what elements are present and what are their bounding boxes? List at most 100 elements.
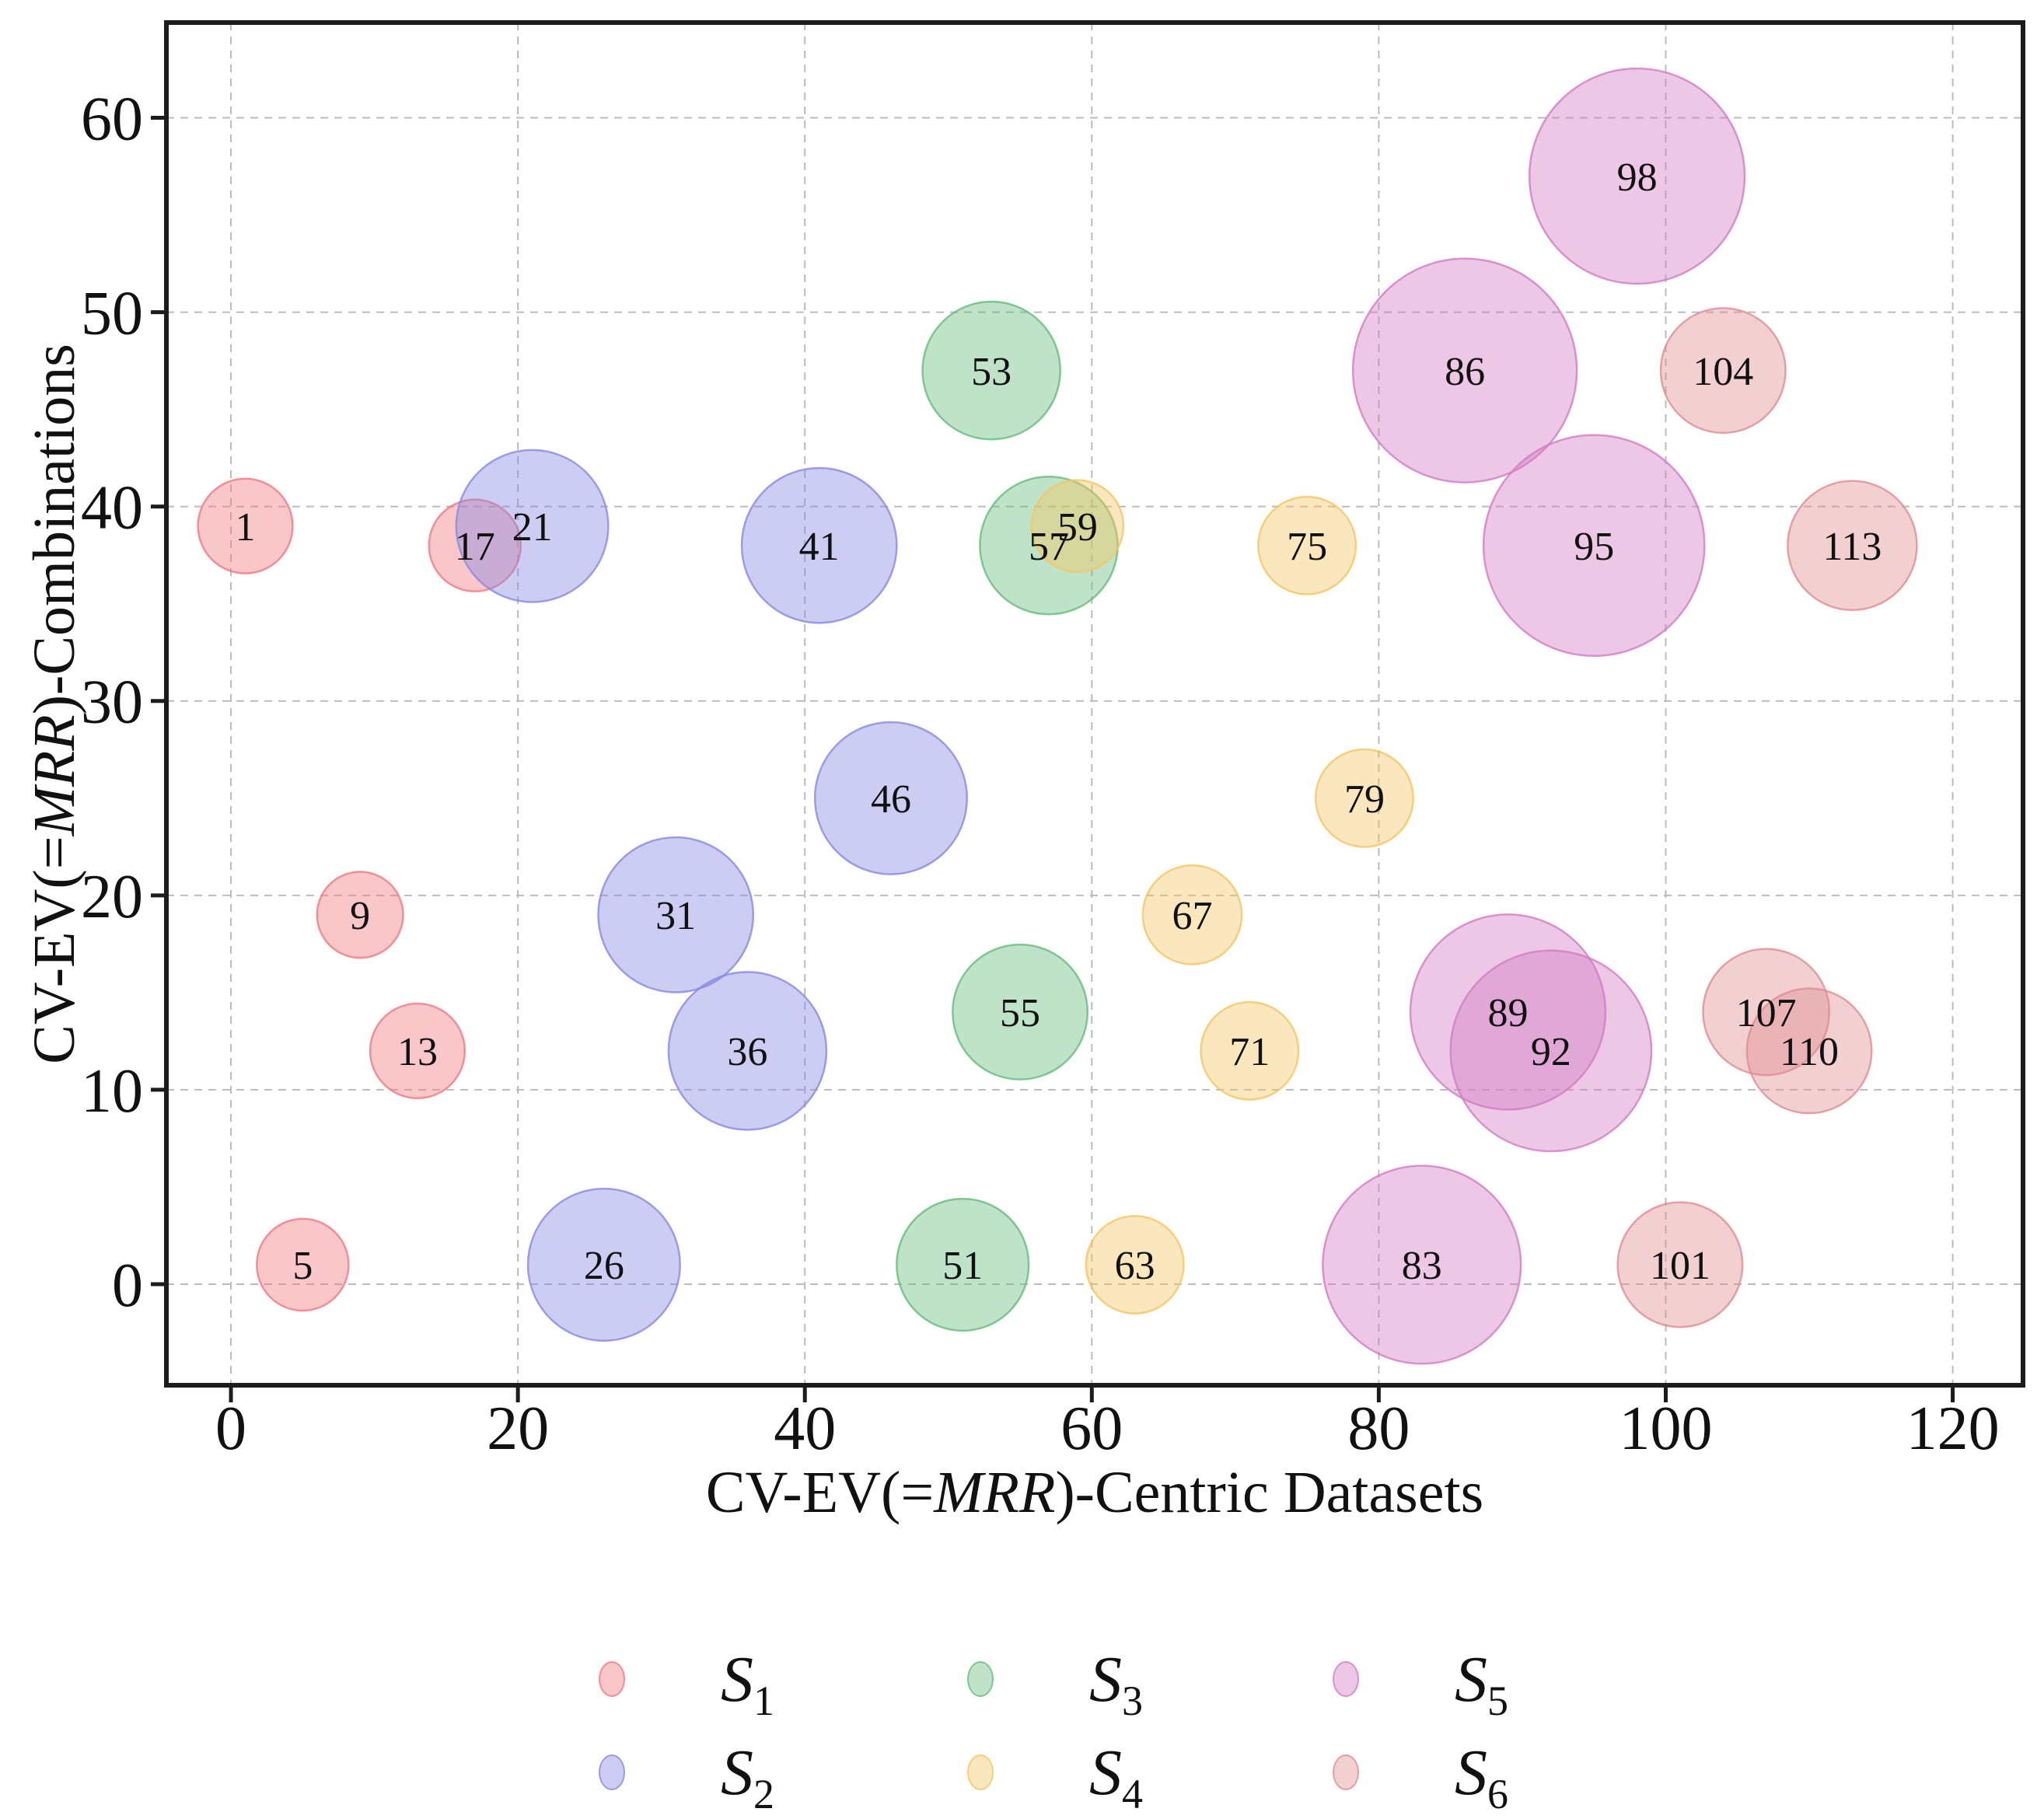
bubble-label-86: 86 bbox=[1445, 350, 1485, 394]
bubble-26 bbox=[526, 1187, 681, 1342]
y-tick-label-60: 60 bbox=[81, 86, 143, 154]
legend-marker-S2 bbox=[599, 1754, 625, 1790]
bubble-label-75: 75 bbox=[1287, 525, 1327, 569]
bubble-31 bbox=[597, 836, 755, 993]
bubble-86 bbox=[1351, 257, 1578, 484]
y-axis-label: CV-EV(=MRR)-Combinations bbox=[22, 344, 87, 1064]
y-tick-label-0: 0 bbox=[112, 1252, 143, 1320]
axes-spines bbox=[164, 20, 2025, 1388]
bubble-label-57: 57 bbox=[1029, 525, 1069, 569]
bubble-17 bbox=[428, 498, 522, 592]
bubble-label-9: 9 bbox=[350, 894, 370, 938]
axis-label-part: MRR bbox=[933, 1460, 1055, 1525]
legend-label-subscript: 5 bbox=[1487, 1678, 1508, 1724]
bubble-label-31: 31 bbox=[655, 894, 696, 938]
axis-label-part: )-Combinations bbox=[22, 344, 87, 714]
y-tick-label-30: 30 bbox=[81, 669, 143, 737]
legend-marker-S6 bbox=[1333, 1754, 1359, 1790]
tick-labels-layer: 0 20 40 60 80 100 120 0 10 20 30 40 50 60 bbox=[81, 86, 2000, 1463]
axis-label-part: CV-EV(= bbox=[22, 836, 87, 1063]
bubble-label-101: 101 bbox=[1650, 1244, 1710, 1288]
series-S3 bbox=[896, 300, 1119, 1332]
legend-label-S1: S1 bbox=[721, 1643, 774, 1724]
bubble-53 bbox=[921, 300, 1061, 441]
bubble-label-59: 59 bbox=[1057, 505, 1098, 550]
bubble-label-5: 5 bbox=[292, 1244, 313, 1288]
bubble-label-17: 17 bbox=[455, 525, 495, 569]
bubble-5 bbox=[256, 1217, 350, 1312]
bubble-label-67: 67 bbox=[1172, 894, 1212, 938]
bubble-41 bbox=[740, 466, 898, 624]
axis-label-part: CV-EV(= bbox=[706, 1460, 934, 1525]
bubble-label-63: 63 bbox=[1115, 1244, 1155, 1288]
series-S6 bbox=[1616, 307, 1918, 1328]
bubble-label-83: 83 bbox=[1402, 1244, 1442, 1288]
bubble-label-53: 53 bbox=[971, 350, 1012, 394]
bubble-label-89: 89 bbox=[1487, 991, 1528, 1035]
bubble-label-110: 110 bbox=[1780, 1030, 1839, 1074]
bubble-67 bbox=[1141, 864, 1243, 965]
bubble-label-98: 98 bbox=[1617, 155, 1658, 200]
bubble-75 bbox=[1257, 495, 1357, 595]
legend-label-subscript: 3 bbox=[1122, 1678, 1143, 1724]
bubble-label-36: 36 bbox=[727, 1030, 767, 1074]
bubble-71 bbox=[1200, 1000, 1300, 1101]
bubble-label-55: 55 bbox=[1000, 991, 1040, 1035]
legend-label-S2: S2 bbox=[721, 1737, 774, 1817]
legend-marker-S5 bbox=[1333, 1661, 1359, 1697]
bubble-label-1: 1 bbox=[235, 505, 255, 550]
bubbles-layer bbox=[197, 67, 1918, 1365]
legend-label-subscript: 6 bbox=[1487, 1771, 1508, 1817]
series-S5 bbox=[1322, 67, 1746, 1365]
grid-layer bbox=[166, 23, 2023, 1385]
bubble-label-51: 51 bbox=[942, 1244, 983, 1288]
bubble-21 bbox=[455, 449, 610, 603]
bubble-95 bbox=[1482, 434, 1706, 658]
bubble-label-71: 71 bbox=[1229, 1030, 1270, 1074]
bubble-label-107: 107 bbox=[1736, 991, 1797, 1035]
bubble-label-41: 41 bbox=[799, 525, 840, 569]
x-tick-label-20: 20 bbox=[487, 1395, 549, 1463]
legend-label-subscript: 1 bbox=[753, 1678, 774, 1724]
bubble-113 bbox=[1787, 480, 1918, 611]
y-tick-label-50: 50 bbox=[81, 280, 143, 348]
bubble-98 bbox=[1528, 67, 1746, 285]
bubble-label-113: 113 bbox=[1822, 525, 1882, 569]
bubble-label-13: 13 bbox=[397, 1030, 438, 1074]
bubble-13 bbox=[369, 1002, 466, 1100]
bubble-55 bbox=[952, 943, 1089, 1081]
bubble-label-92: 92 bbox=[1531, 1030, 1571, 1074]
bubble-1 bbox=[197, 477, 294, 574]
bubble-51 bbox=[896, 1197, 1030, 1332]
y-tick-label-10: 10 bbox=[81, 1057, 143, 1126]
series-S1 bbox=[197, 477, 522, 1312]
legend-marker-S3 bbox=[967, 1661, 994, 1697]
legend-marker-S1 bbox=[599, 1661, 625, 1697]
x-tick-label-120: 120 bbox=[1906, 1395, 2000, 1463]
bubble-label-79: 79 bbox=[1344, 777, 1385, 822]
legend-label-subscript: 2 bbox=[753, 1771, 774, 1817]
bubble-92 bbox=[1449, 949, 1653, 1153]
bubble-59 bbox=[1030, 479, 1125, 573]
bubble-110 bbox=[1745, 987, 1873, 1115]
bubble-89 bbox=[1409, 913, 1607, 1111]
x-tick-label-60: 60 bbox=[1060, 1395, 1123, 1463]
bubble-label-46: 46 bbox=[871, 777, 911, 822]
y-tick-label-40: 40 bbox=[81, 474, 143, 543]
x-axis-label: CV-EV(=MRR)-Centric Datasets bbox=[706, 1460, 1483, 1525]
legend-label-S5: S5 bbox=[1455, 1643, 1508, 1724]
x-tick-label-100: 100 bbox=[1619, 1395, 1712, 1463]
series-S4 bbox=[1030, 479, 1414, 1314]
x-tick-label-40: 40 bbox=[774, 1395, 836, 1463]
bubble-label-26: 26 bbox=[584, 1244, 624, 1288]
bubble-79 bbox=[1314, 748, 1414, 848]
legend-label-subscript: 4 bbox=[1122, 1771, 1143, 1817]
axis-label-part: )-Centric Datasets bbox=[1055, 1460, 1483, 1525]
legend-marker-S4 bbox=[967, 1754, 994, 1790]
x-tick-label-0: 0 bbox=[215, 1395, 246, 1463]
bubble-104 bbox=[1659, 307, 1787, 435]
